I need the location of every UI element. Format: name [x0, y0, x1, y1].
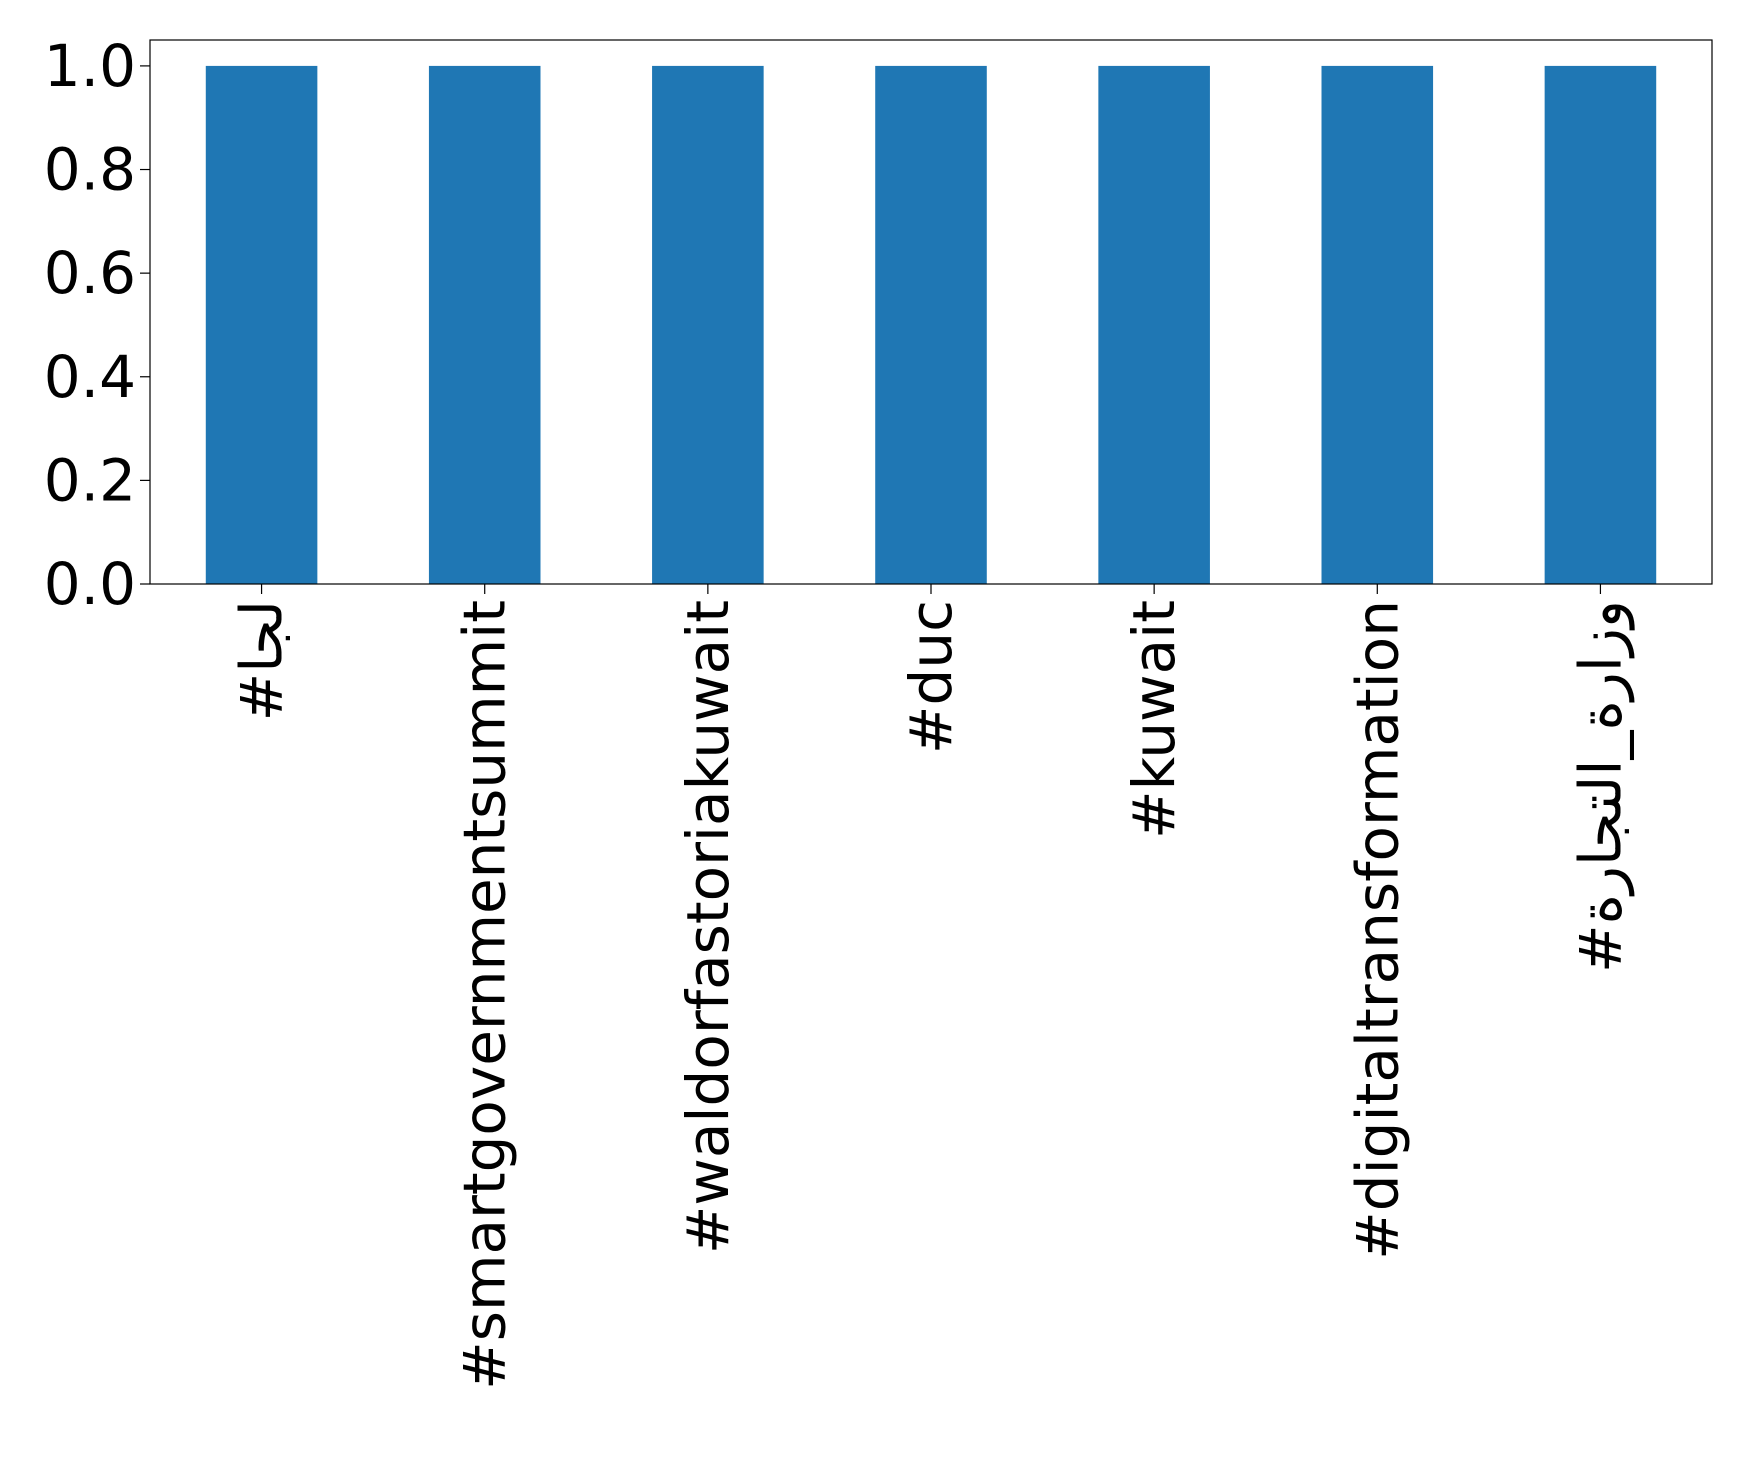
y-tick-label-5: 1.0	[44, 32, 136, 100]
bars-layer	[205, 65, 1657, 584]
bar-5	[1321, 65, 1434, 584]
bar-6	[1544, 65, 1657, 584]
y-tick-label-1: 0.2	[44, 446, 136, 514]
y-tick-label-3: 0.6	[44, 239, 136, 307]
bar-0	[205, 65, 318, 584]
bar-3	[875, 65, 987, 584]
y-tick-label-0: 0.0	[44, 550, 136, 618]
x-tick-label-2: #waldorfastoriakuwait	[674, 600, 742, 1254]
x-tick-label-5: #digitaltransformation	[1343, 600, 1411, 1260]
bar-1	[428, 65, 541, 584]
x-tick-label-6: #وزارة_التجارة	[1566, 600, 1635, 973]
axes-layer: 0.0 0.2 0.4 0.6 0.8 1.0 #لجا #smartgovernmentsu…	[44, 32, 1713, 1390]
bar-4	[1098, 65, 1210, 584]
bar-2	[652, 65, 764, 584]
y-tick-label-4: 0.8	[44, 136, 136, 204]
x-tick-label-3: #duc	[897, 600, 965, 754]
x-tick-label-0: #لجا	[228, 600, 296, 721]
x-tick-label-4: #kuwait	[1120, 600, 1188, 839]
x-tick-label-1: #smartgovernmentsummit	[451, 600, 519, 1390]
y-tick-label-2: 0.4	[44, 343, 136, 411]
